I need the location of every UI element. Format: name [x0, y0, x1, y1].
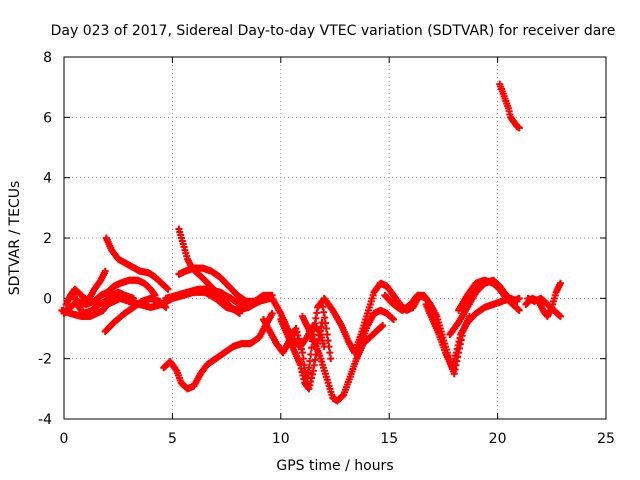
data-series-arc-22	[524, 294, 564, 320]
data-point	[320, 343, 328, 351]
data-series-arc-4	[69, 288, 137, 317]
data-series-arc-20	[455, 276, 523, 314]
data-point	[556, 279, 564, 287]
y-tick-label: 6	[43, 110, 52, 126]
data-series-arc-18	[422, 294, 521, 372]
data-series	[58, 80, 564, 405]
data-point	[298, 349, 306, 357]
data-point	[162, 303, 170, 311]
x-tick-label: 0	[60, 431, 69, 447]
y-tick-label: 0	[43, 291, 52, 307]
data-point	[318, 318, 326, 326]
data-point	[322, 325, 330, 332]
grid-lines	[64, 57, 606, 419]
data-point	[305, 364, 313, 372]
data-point	[327, 355, 335, 363]
data-point	[556, 312, 564, 320]
data-point	[268, 309, 276, 317]
x-tick-label: 20	[489, 431, 507, 447]
data-point	[323, 331, 331, 339]
y-tick-label: -4	[38, 412, 52, 428]
data-point	[515, 124, 523, 132]
data-point	[379, 321, 387, 329]
data-point	[101, 267, 109, 275]
data-point	[244, 303, 252, 311]
data-point	[515, 294, 523, 302]
x-tick-label: 5	[168, 431, 177, 447]
data-series-arc-21	[522, 279, 564, 320]
data-series-arc-16	[351, 279, 430, 357]
data-series-arc-5	[101, 294, 170, 336]
data-point	[236, 309, 244, 317]
data-point	[390, 315, 398, 323]
y-axis-label: SDTVAR / TECUs	[7, 181, 23, 296]
x-tick-label: 15	[380, 431, 398, 447]
y-tick-label: -2	[38, 352, 52, 368]
axis-ticks: 0 5 10 15 20 25 -4 -2 0 2 4 6 8	[38, 50, 615, 447]
data-series-arc-23	[496, 80, 523, 132]
chart-title: Day 023 of 2017, Sidereal Day-to-day VTE…	[51, 23, 616, 39]
data-point	[129, 294, 137, 302]
x-tick-label: 10	[272, 431, 290, 447]
data-series-arc-6	[102, 234, 172, 293]
y-tick-label: 8	[43, 50, 52, 66]
y-tick-label: 4	[43, 171, 52, 187]
data-series-arc-10	[160, 309, 276, 393]
x-tick-label: 25	[597, 431, 615, 447]
data-point	[306, 357, 314, 365]
x-axis-label: GPS time / hours	[276, 458, 393, 474]
data-point	[515, 306, 523, 314]
y-tick-label: 2	[43, 231, 52, 247]
data-point	[164, 285, 172, 293]
data-series-arc-9	[175, 264, 276, 305]
data-point	[326, 349, 334, 357]
